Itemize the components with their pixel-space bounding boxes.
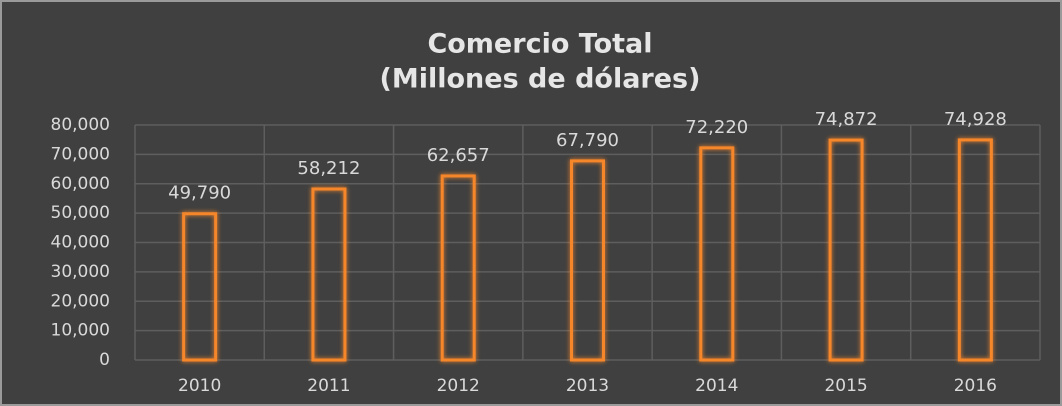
data-label: 62,657 [427, 145, 490, 166]
bar [828, 138, 864, 362]
data-label: 67,790 [556, 130, 619, 151]
data-label: 49,790 [168, 183, 231, 204]
x-tick-label: 2015 [824, 376, 867, 396]
data-label: 74,872 [815, 109, 878, 130]
bar [957, 138, 993, 362]
y-tick-label: 10,000 [51, 321, 110, 341]
data-label: 58,212 [297, 158, 360, 179]
bar [311, 187, 347, 362]
x-tick-label: 2012 [437, 376, 480, 396]
y-tick-label: 0 [99, 350, 110, 370]
y-tick-label: 80,000 [51, 115, 110, 135]
bar [182, 212, 218, 362]
bar [699, 146, 735, 362]
y-tick-label: 70,000 [51, 144, 110, 164]
y-tick-label: 30,000 [51, 262, 110, 282]
x-tick-label: 2013 [566, 376, 609, 396]
x-tick-label: 2011 [307, 376, 350, 396]
y-tick-label: 20,000 [51, 291, 110, 311]
chart-title: Comercio Total [427, 29, 652, 60]
x-tick-label: 2016 [954, 376, 997, 396]
data-label: 72,220 [685, 117, 748, 138]
chart-subtitle: (Millones de dólares) [380, 64, 701, 95]
data-label: 74,928 [944, 109, 1007, 130]
x-tick-label: 2010 [178, 376, 221, 396]
bar [570, 159, 605, 362]
y-tick-label: 40,000 [51, 233, 110, 253]
y-tick-label: 50,000 [51, 203, 110, 223]
y-tick-label: 60,000 [51, 174, 110, 194]
bar [440, 174, 476, 362]
x-tick-label: 2014 [695, 376, 738, 396]
